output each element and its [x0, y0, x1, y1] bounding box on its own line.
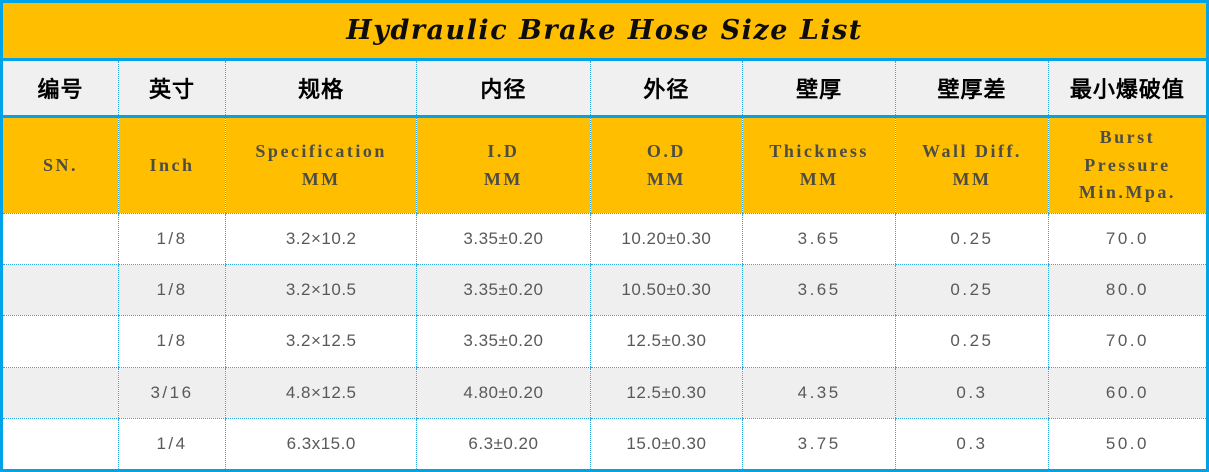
table-cell: 1/8	[117, 213, 226, 266]
table-cell: 3.35±0.20	[416, 315, 591, 368]
table-cell: 80.0	[1047, 264, 1206, 317]
table-cell: 1/4	[117, 418, 226, 469]
table-cell: 70.0	[1047, 315, 1206, 368]
table-cell: 4.8×12.5	[225, 367, 417, 419]
col-header-od-en: O.D MM	[589, 116, 743, 214]
title-bar: Hydraulic Brake Hose Size List	[3, 3, 1206, 61]
table-cell: 12.5±0.30	[589, 367, 743, 419]
table-cell: 60.0	[1047, 367, 1206, 419]
table-cell: 3.35±0.20	[416, 213, 591, 266]
col-header-thickness-en: Thickness MM	[742, 116, 896, 214]
table-cell	[3, 315, 119, 368]
table-cell: 70.0	[1047, 213, 1206, 266]
table-cell: 1/8	[117, 315, 226, 368]
table-cell: 0.25	[895, 264, 1049, 317]
table-cell: 3.65	[742, 213, 896, 266]
col-header-od-cn: 外径	[589, 61, 743, 118]
table-cell: 50.0	[1047, 418, 1206, 469]
col-header-sn-en: SN.	[3, 116, 119, 214]
table-cell	[3, 367, 119, 419]
table-row: 1/8 3.2×10.2 3.35±0.20 10.20±0.30 3.65 0…	[3, 213, 1206, 266]
col-header-thickness-cn: 壁厚	[742, 61, 896, 118]
table-cell: 3.2×10.5	[225, 264, 417, 317]
table-cell: 0.3	[895, 418, 1049, 469]
table-cell	[742, 315, 896, 368]
col-header-walldiff-en: Wall Diff. MM	[895, 116, 1049, 214]
table-cell: 0.3	[895, 367, 1049, 419]
table-cell: 15.0±0.30	[589, 418, 743, 469]
col-header-spec-en: Specification MM	[225, 116, 417, 214]
col-header-id-cn: 内径	[416, 61, 591, 118]
size-table: 编号 英寸 规格 内径 外径 壁厚 壁厚差 最小爆破值 SN. Inch Spe…	[3, 61, 1206, 469]
col-header-burst-en: Burst Pressure Min.Mpa.	[1047, 116, 1206, 214]
table-cell: 3.75	[742, 418, 896, 469]
table-row: 1/8 3.2×12.5 3.35±0.20 12.5±0.30 0.25 70…	[3, 315, 1206, 368]
page-title: Hydraulic Brake Hose Size List	[346, 15, 863, 46]
english-header-row: SN. Inch Specification MM I.D MM O.D MM …	[3, 116, 1206, 214]
col-header-id-en: I.D MM	[416, 116, 591, 214]
table-cell	[3, 264, 119, 317]
table-cell: 3.65	[742, 264, 896, 317]
col-header-inch-cn: 英寸	[117, 61, 226, 118]
table-row: 1/8 3.2×10.5 3.35±0.20 10.50±0.30 3.65 0…	[3, 264, 1206, 317]
col-header-inch-en: Inch	[117, 116, 226, 214]
table-cell: 3.35±0.20	[416, 264, 591, 317]
table-row: 1/4 6.3x15.0 6.3±0.20 15.0±0.30 3.75 0.3…	[3, 418, 1206, 469]
table-cell	[3, 213, 119, 266]
table-cell	[3, 418, 119, 469]
col-header-burst-cn: 最小爆破值	[1047, 61, 1206, 118]
col-header-sn-cn: 编号	[3, 61, 119, 118]
col-header-spec-cn: 规格	[225, 61, 417, 118]
table-cell: 12.5±0.30	[589, 315, 743, 368]
table-cell: 3.2×10.2	[225, 213, 417, 266]
table-cell: 10.50±0.30	[589, 264, 743, 317]
table-cell: 3.2×12.5	[225, 315, 417, 368]
table-cell: 0.25	[895, 213, 1049, 266]
table-cell: 4.35	[742, 367, 896, 419]
table-cell: 6.3±0.20	[416, 418, 591, 469]
table-row: 3/16 4.8×12.5 4.80±0.20 12.5±0.30 4.35 0…	[3, 367, 1206, 419]
chinese-header-row: 编号 英寸 规格 内径 外径 壁厚 壁厚差 最小爆破值	[3, 61, 1206, 118]
table-cell: 6.3x15.0	[225, 418, 417, 469]
table-cell: 1/8	[117, 264, 226, 317]
col-header-walldiff-cn: 壁厚差	[895, 61, 1049, 118]
table-cell: 3/16	[117, 367, 226, 419]
table-cell: 4.80±0.20	[416, 367, 591, 419]
table-cell: 10.20±0.30	[589, 213, 743, 266]
table-cell: 0.25	[895, 315, 1049, 368]
